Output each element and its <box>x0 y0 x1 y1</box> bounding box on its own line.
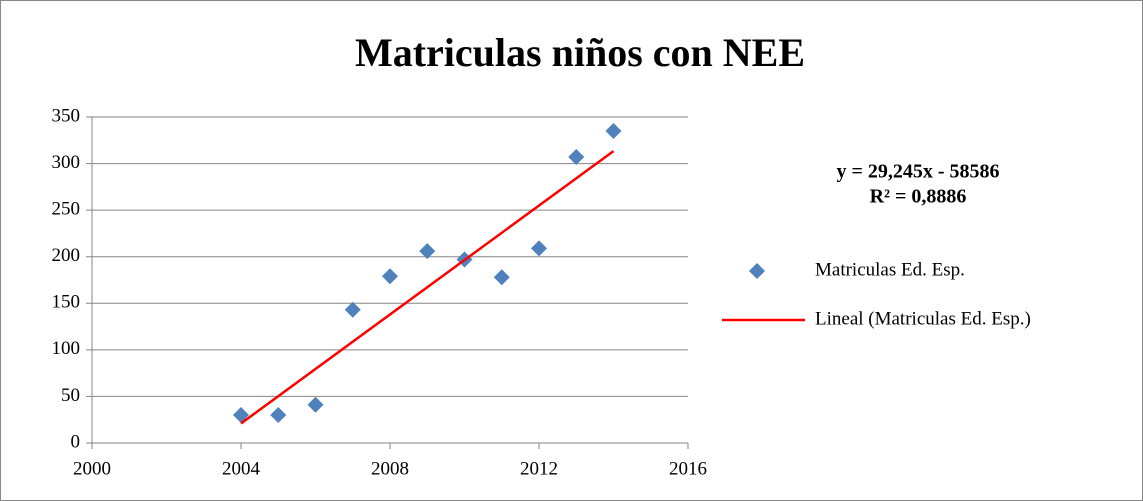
point <box>419 243 436 260</box>
point <box>531 240 547 257</box>
point <box>605 122 622 139</box>
point <box>270 407 287 424</box>
point <box>493 269 510 286</box>
y-tick-label: 300 <box>52 152 81 173</box>
point <box>568 149 585 166</box>
y-tick-label: 50 <box>61 385 80 406</box>
trend-equation: y = 29,245x - 58586 <box>836 161 999 183</box>
legend-label: Matriculas Ed. Esp. <box>815 259 965 280</box>
y-tick-label: 350 <box>52 105 81 126</box>
y-tick-label: 200 <box>52 245 81 266</box>
x-tick-label: 2008 <box>371 458 409 479</box>
legend-marker <box>749 263 765 279</box>
trendline <box>240 150 615 425</box>
point <box>307 396 324 413</box>
point <box>344 301 361 318</box>
x-tick-label: 2012 <box>520 458 558 479</box>
y-tick-label: 150 <box>52 292 81 313</box>
trend-r-squared: R² = 0,8886 <box>870 186 967 208</box>
legend-label: Lineal (Matriculas Ed. Esp.) <box>815 308 1031 329</box>
y-tick-label: 250 <box>52 199 81 220</box>
y-tick-label: 0 <box>71 431 81 452</box>
x-tick-label: 2016 <box>669 458 707 479</box>
chart-title: Matriculas niños con NEE <box>355 30 805 75</box>
point <box>382 268 398 285</box>
x-tick-label: 2004 <box>222 458 261 479</box>
y-tick-label: 100 <box>52 338 81 359</box>
x-tick-label: 2000 <box>73 458 111 479</box>
